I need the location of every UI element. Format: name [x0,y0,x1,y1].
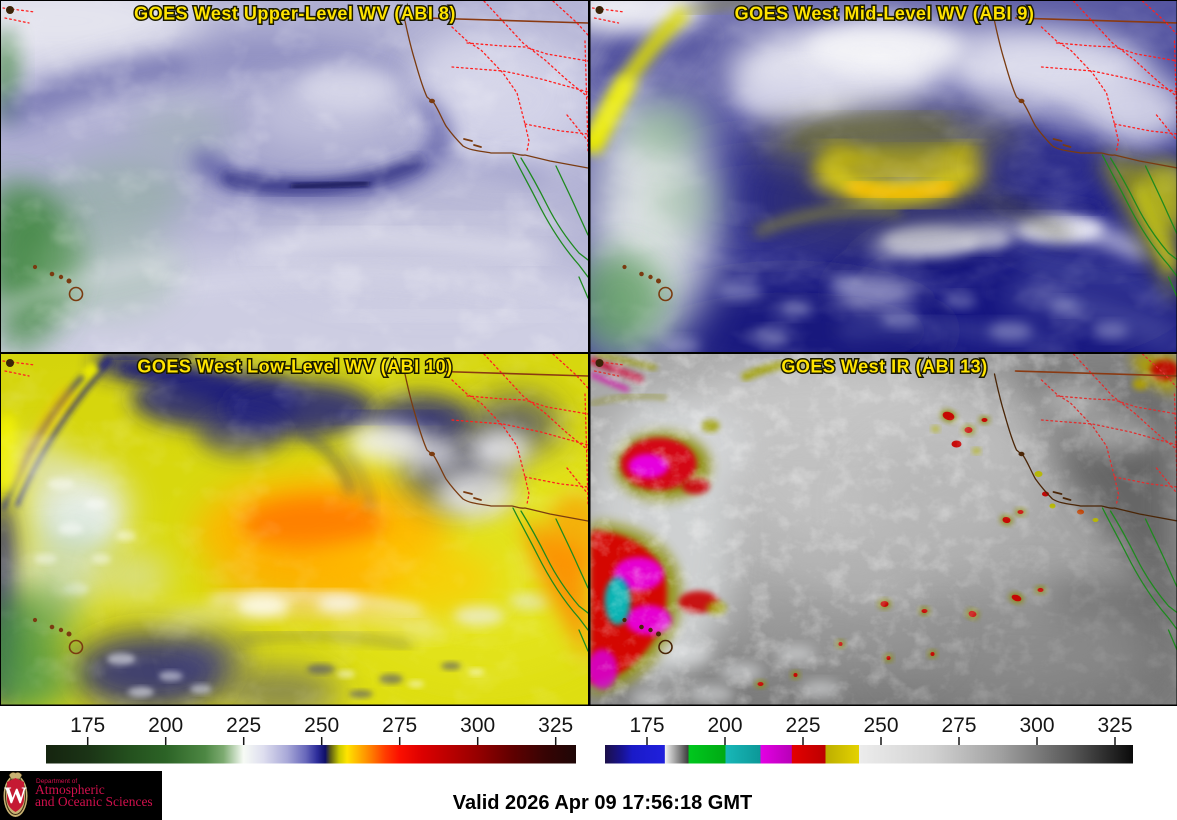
svg-text:250: 250 [304,714,339,737]
svg-text:200: 200 [707,714,742,737]
svg-text:175: 175 [629,714,664,737]
svg-text:325: 325 [538,714,573,737]
svg-text:300: 300 [1019,714,1054,737]
svg-text:325: 325 [1097,714,1132,737]
svg-text:275: 275 [941,714,976,737]
svg-text:175: 175 [70,714,105,737]
svg-text:275: 275 [382,714,417,737]
svg-text:225: 225 [226,714,261,737]
svg-text:300: 300 [460,714,495,737]
svg-text:200: 200 [148,714,183,737]
svg-text:GOES West Mid-Level WV (ABI 9): GOES West Mid-Level WV (ABI 9) [735,4,1035,24]
svg-text:W: W [4,783,27,808]
svg-text:250: 250 [863,714,898,737]
svg-text:GOES West IR (ABI 13): GOES West IR (ABI 13) [781,357,987,377]
svg-text:GOES West Low-Level WV (ABI 10: GOES West Low-Level WV (ABI 10) [137,357,452,377]
svg-text:225: 225 [785,714,820,737]
svg-text:GOES West Upper-Level WV (ABI: GOES West Upper-Level WV (ABI 8) [134,4,456,24]
